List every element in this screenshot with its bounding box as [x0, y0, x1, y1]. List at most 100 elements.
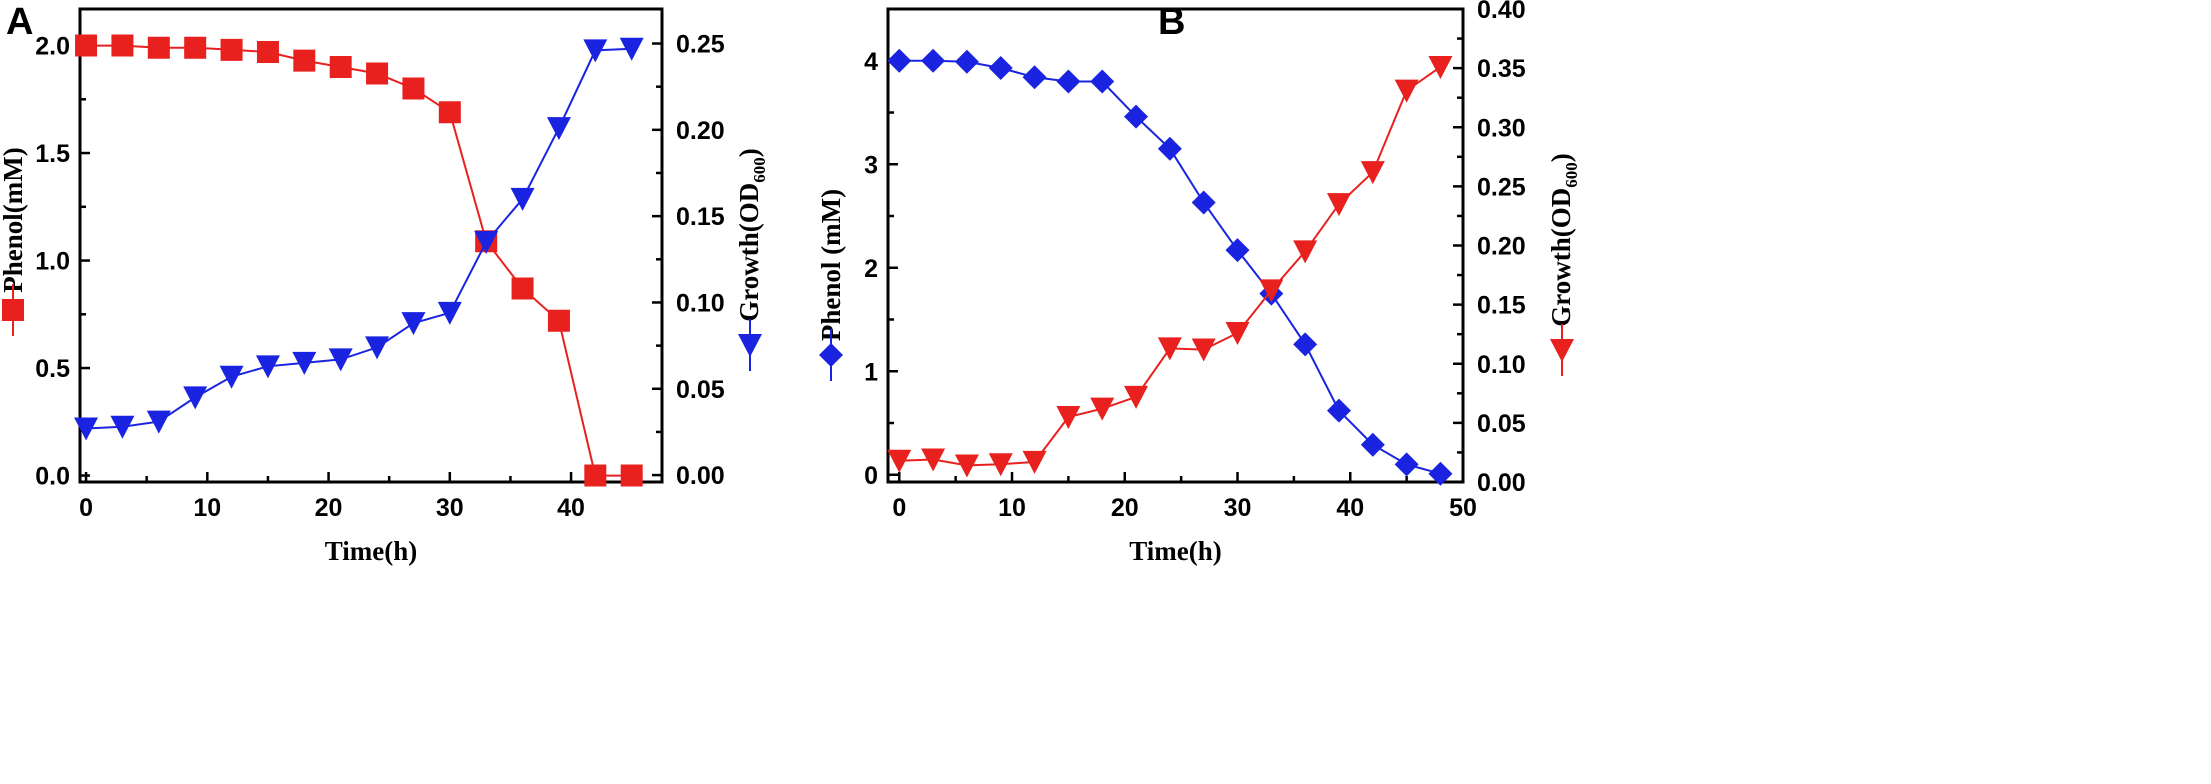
- panel-a-right-y-axis-title: Growth(OD600): [734, 148, 769, 322]
- panel-b-right-y-tick-label: 0.40: [1477, 0, 1526, 24]
- panel-a-left-y-tick-label: 2.0: [35, 33, 70, 61]
- panel-a-x-tick-label: 0: [79, 494, 93, 522]
- panel-b-phenol-data-point: [1360, 432, 1385, 457]
- panel-b-phenol-data-point: [1225, 238, 1250, 263]
- panel-a-growth-data-point: [365, 336, 390, 360]
- panel-a-phenol-data-point: [256, 41, 279, 63]
- panel-b-growth-data-point: [1022, 450, 1047, 474]
- panel-a-right-legend-marker: [738, 334, 762, 357]
- panel-b-left-y-tick-label: 3: [864, 151, 878, 179]
- panel-b-left-y-tick-label: 2: [864, 255, 878, 283]
- panel-b-phenol-data-point: [1056, 69, 1081, 94]
- panel-b-x-tick-label: 10: [998, 494, 1026, 522]
- panel-a-phenol-data-point: [366, 62, 389, 85]
- panel-a-phenol-data-point: [547, 309, 570, 332]
- panel-a-right-y-tick-label: 0.00: [676, 462, 725, 490]
- panel-b-phenol-data-point: [1428, 461, 1453, 486]
- panel-a-right-y-tick-label: 0.25: [676, 31, 725, 59]
- panel-a-phenol-data-point: [329, 56, 352, 79]
- panel-b-left-legend-marker: [819, 343, 843, 367]
- panel-a-phenol-data-point: [584, 464, 607, 487]
- panel-a-growth-data-point: [146, 410, 171, 434]
- panel-a-left-y-tick-label: 1.5: [35, 140, 70, 168]
- panel-b-phenol-data-point: [1326, 398, 1351, 423]
- panel-b-growth-data-point: [954, 454, 979, 478]
- panel-b-phenol-data-point: [1090, 69, 1115, 94]
- panel-b-phenol-data-point: [954, 49, 979, 74]
- panel-b-right-y-tick-label: 0.35: [1477, 55, 1526, 83]
- panel-b-phenol-data-point: [1022, 65, 1047, 90]
- panel-b-growth-data-point: [988, 453, 1013, 477]
- panel-b-growth-data-point: [1090, 397, 1115, 421]
- panel-a-growth-data-point: [619, 37, 644, 61]
- panel-b-phenol-data-point: [887, 48, 912, 73]
- panel-a-growth-data-point: [183, 386, 208, 410]
- panel-a-right-y-tick-label: 0.05: [676, 376, 725, 404]
- panel-a-phenol-data-point: [111, 34, 134, 57]
- panel-b-right-y-tick-label: 0.15: [1477, 292, 1526, 320]
- panel-b-growth-series-line: [899, 66, 1442, 467]
- panel-a-growth-data-point: [437, 301, 462, 325]
- panel-b-growth-data-point: [1191, 338, 1216, 362]
- panel-b-left-y-tick-label: 4: [864, 48, 878, 76]
- panel-a-growth-data-point: [74, 417, 99, 441]
- panel-a-x-tick-label: 20: [315, 494, 343, 522]
- panel-b-right-y-tick-label: 0.10: [1477, 351, 1526, 379]
- panel-b-phenol-data-point: [921, 48, 946, 73]
- panel-a-growth-data-point: [255, 355, 280, 379]
- panel-b-growth-data-point: [1428, 55, 1453, 79]
- panel-a-x-tick-label: 10: [193, 494, 221, 522]
- panel-label-b: B: [1158, 1, 1185, 43]
- panel-a-phenol-data-point: [511, 277, 534, 300]
- panel-b-left-y-tick-label: 1: [864, 358, 878, 386]
- panel-a-growth-data-point: [474, 231, 499, 255]
- panel-b-x-tick-label: 30: [1224, 494, 1252, 522]
- panel-b-growth-data-point: [1293, 240, 1318, 264]
- panel-a-phenol-data-point: [75, 34, 98, 57]
- panel-a-growth-data-point: [546, 117, 571, 141]
- panel-a-left-y-tick-label: 0.0: [35, 463, 70, 491]
- panel-b-right-y-tick-label: 0.25: [1477, 173, 1526, 201]
- panel-b-growth-data-point: [1056, 405, 1081, 429]
- panel-b-growth-data-point: [887, 449, 912, 473]
- panel-b-growth-data-point: [921, 448, 946, 472]
- panel-b-growth-data-point: [1259, 279, 1284, 303]
- panel-a-phenol-data-point: [620, 464, 643, 487]
- panel-a-left-y-axis-title: Phenol(mM): [0, 147, 28, 292]
- panel-a-growth-data-point: [401, 312, 426, 336]
- panel-a-right-y-tick-label: 0.10: [676, 289, 725, 317]
- panel-b-phenol-data-point: [1394, 452, 1419, 477]
- panel-a-phenol-data-point: [184, 36, 207, 59]
- panel-a-phenol-data-point: [293, 49, 316, 72]
- panel-b-x-tick-label: 20: [1111, 494, 1139, 522]
- panel-a-growth-data-point: [110, 415, 135, 439]
- panel-b-growth-data-point: [1124, 385, 1149, 409]
- panel-a-left-legend-marker: [2, 299, 24, 321]
- panel-a-right-y-tick-label: 0.20: [676, 117, 725, 145]
- panel-a-phenol-data-point: [402, 77, 425, 100]
- panel-b-phenol-data-point: [1124, 104, 1149, 129]
- panel-b-right-y-tick-label: 0.20: [1477, 233, 1526, 261]
- panel-a-growth-series-line: [86, 47, 632, 430]
- panel-b-right-y-tick-label: 0.05: [1477, 410, 1526, 438]
- panel-b-right-y-axis-title: Growth(OD600): [1546, 153, 1581, 327]
- panel-b-phenol-data-point: [1157, 136, 1182, 161]
- panel-a-phenol-data-point: [438, 101, 461, 124]
- panel-a-right-y-tick-label: 0.15: [676, 203, 725, 231]
- panel-b-growth-data-point: [1326, 193, 1351, 217]
- panel-b-x-tick-label: 0: [892, 494, 906, 522]
- panel-b-growth-data-point: [1157, 337, 1182, 361]
- panel-label-a: A: [6, 1, 33, 43]
- panel-a-growth-data-point: [328, 348, 353, 372]
- panel-a-plot-frame: [78, 7, 664, 484]
- panel-a-phenol-data-point: [220, 38, 243, 61]
- panel-b-growth-data-point: [1360, 161, 1385, 185]
- panel-a-x-tick-label: 30: [436, 494, 464, 522]
- panel-a-growth-data-point: [292, 351, 317, 375]
- panel-b-growth-data-point: [1225, 322, 1250, 346]
- panel-a-x-tick-label: 40: [557, 494, 585, 522]
- panel-b-growth-data-point: [1394, 79, 1419, 103]
- panel-b-right-y-tick-label: 0.30: [1477, 114, 1526, 142]
- panel-b-x-axis-title: Time(h): [1129, 536, 1222, 566]
